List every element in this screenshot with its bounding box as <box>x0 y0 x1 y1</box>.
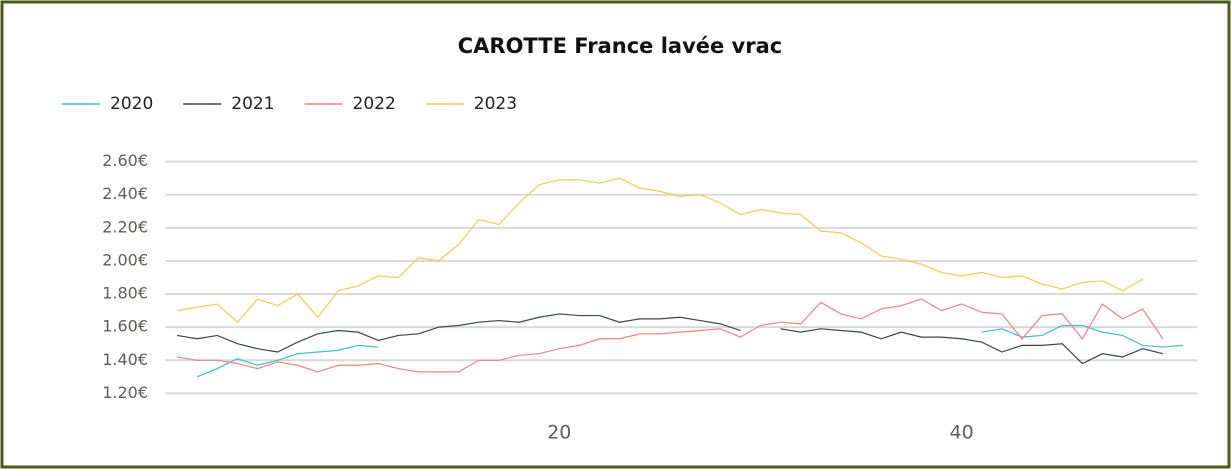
series-line <box>196 324 1183 378</box>
chart-title: CAROTTE France lavée vrac <box>458 34 782 58</box>
legend-label: 2020 <box>110 94 153 114</box>
series-line <box>176 313 1163 365</box>
y-tick-label: 1.80€ <box>102 284 148 303</box>
y-tick-label: 1.20€ <box>102 383 148 402</box>
legend-label: 2021 <box>231 94 274 114</box>
y-tick-label: 2.60€ <box>102 151 148 170</box>
x-tick-label: 20 <box>547 422 571 444</box>
y-tick-label: 2.00€ <box>102 250 148 269</box>
y-tick-label: 1.60€ <box>102 317 148 336</box>
legend-label: 2023 <box>474 94 517 114</box>
series-line <box>176 177 1143 324</box>
legend-label: 2022 <box>353 94 396 114</box>
y-tick-label: 2.20€ <box>102 217 148 236</box>
series-line <box>176 298 1164 373</box>
y-tick-label: 2.40€ <box>102 184 148 203</box>
y-tick-label: 1.40€ <box>102 350 148 369</box>
x-tick-label: 40 <box>950 422 974 444</box>
